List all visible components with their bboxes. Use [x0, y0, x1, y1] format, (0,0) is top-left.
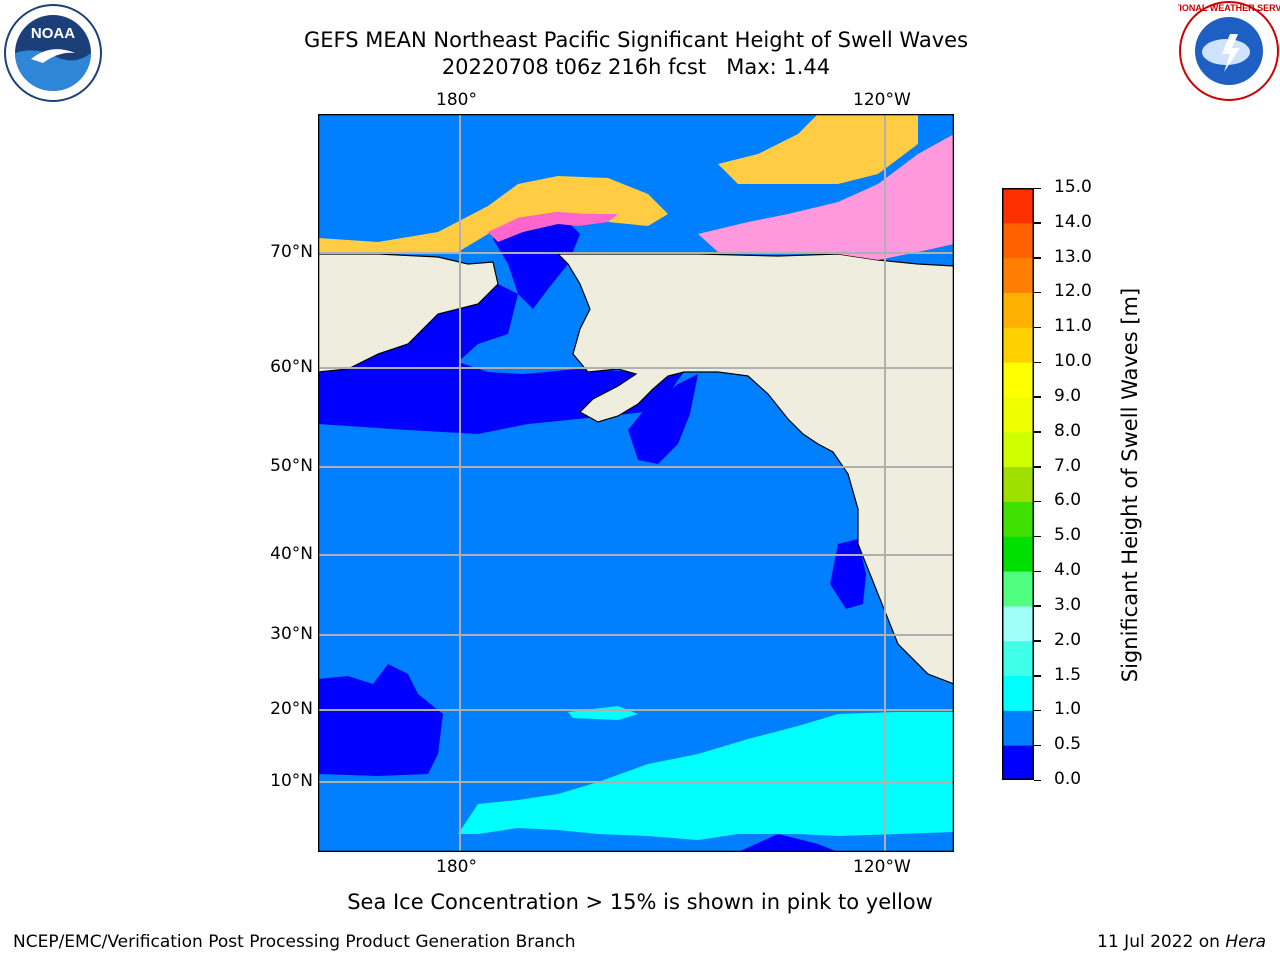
colorbar-tick-mark — [1034, 326, 1041, 329]
colorbar-label: Significant Height of Swell Waves [m] — [1118, 287, 1142, 683]
map-panel — [318, 114, 954, 852]
colorbar-tick-label: 3.0 — [1054, 594, 1082, 615]
colorbar-tick-mark — [1034, 640, 1041, 642]
sea-ice-caption: Sea Ice Concentration > 15% is shown in … — [347, 890, 933, 914]
lat-label-70n: 70°N — [270, 242, 313, 262]
ocean-low-north — [318, 284, 684, 434]
colorbar — [1002, 188, 1034, 780]
footer-credit: NCEP/EMC/Verification Post Processing Pr… — [13, 932, 576, 952]
colorbar-tick-label: 1.0 — [1054, 699, 1082, 720]
noaa-logo: NOAA — [4, 4, 102, 102]
nws-logo: NATIONAL WEATHER SERVICE — [1178, 1, 1280, 101]
colorbar-tick-label: 4.0 — [1054, 560, 1082, 581]
colorbar-segment — [1002, 431, 1034, 468]
land-alaska-canada — [556, 253, 954, 685]
colorbar-tick-label: 13.0 — [1054, 246, 1092, 267]
map-title-line-1: GEFS MEAN Northeast Pacific Significant … — [303, 28, 969, 52]
sea-ice-arctic-north — [718, 114, 918, 184]
colorbar-tick-mark — [1034, 500, 1041, 503]
colorbar-tick-mark — [1034, 570, 1041, 573]
colorbar-tick-mark — [1034, 257, 1041, 259]
ocean-low-california — [830, 539, 866, 609]
colorbar-tick-label: 15.0 — [1054, 177, 1092, 197]
colorbar-tick-mark — [1034, 709, 1041, 712]
map-border — [318, 114, 954, 852]
colorbar-tick-mark — [1034, 605, 1041, 607]
colorbar-tick-mark — [1034, 187, 1041, 189]
lat-label-10n: 10°N — [270, 771, 313, 791]
colorbar-border — [1002, 188, 1034, 780]
lon-label-bottom-180: 180° — [436, 857, 477, 877]
colorbar-segment — [1002, 292, 1034, 328]
colorbar-segment — [1002, 188, 1034, 224]
noaa-logo-text: NOAA — [31, 25, 75, 42]
nws-logo-text: NATIONAL WEATHER SERVICE — [1178, 3, 1280, 13]
colorbar-segment — [1002, 501, 1034, 537]
lat-label-60n: 60°N — [270, 357, 313, 377]
colorbar-segment — [1002, 362, 1034, 398]
colorbar-tick-label: 0.0 — [1054, 769, 1082, 789]
colorbar-segment — [1002, 710, 1034, 746]
footer-date-text: 11 Jul 2022 on — [1097, 932, 1226, 952]
colorbar-segment — [1002, 605, 1034, 642]
colorbar-tick-label: 11.0 — [1054, 316, 1092, 337]
lat-label-40n: 40°N — [270, 544, 313, 564]
graticule — [318, 114, 954, 852]
colorbar-segment — [1002, 327, 1034, 363]
colorbar-tick-mark — [1034, 291, 1041, 294]
footer-host: Hera — [1225, 932, 1266, 952]
colorbar-tick-mark — [1034, 779, 1041, 781]
colorbar-segment — [1002, 745, 1034, 780]
lat-label-20n: 20°N — [270, 699, 313, 719]
colorbar-tick-mark — [1034, 675, 1041, 677]
colorbar-tick-mark — [1034, 222, 1041, 224]
colorbar-tick-mark — [1034, 396, 1041, 398]
colorbar-tick-mark — [1034, 466, 1041, 468]
sea-ice-arctic-pink — [488, 212, 618, 242]
footer-date: 11 Jul 2022 on Hera — [1097, 932, 1266, 952]
colorbar-tick-label: 14.0 — [1054, 211, 1092, 232]
colorbar-tick-label: 7.0 — [1054, 455, 1082, 476]
colorbar-segment — [1002, 536, 1034, 572]
colorbar-tick-mark — [1034, 535, 1041, 538]
colorbar-tick-label: 0.5 — [1054, 734, 1082, 755]
colorbar-tick-label: 1.5 — [1054, 664, 1082, 685]
colorbar-tick-label: 6.0 — [1054, 490, 1082, 511]
colorbar-tick-label: 10.0 — [1054, 351, 1092, 372]
map-title-line-2: 20220708 t06z 216h fcst Max: 1.44 — [441, 55, 831, 79]
sea-ice-arctic-west — [318, 176, 668, 254]
colorbar-segment — [1002, 571, 1034, 607]
ocean-high-south — [458, 712, 954, 840]
lon-label-top-120w: 120°W — [853, 90, 911, 110]
lon-label-top-180: 180° — [436, 90, 477, 110]
land-siberia — [318, 253, 499, 373]
colorbar-segment — [1002, 640, 1034, 677]
colorbar-tick-label: 5.0 — [1054, 525, 1082, 546]
colorbar-segment — [1002, 466, 1034, 502]
colorbar-tick-mark — [1034, 744, 1041, 747]
colorbar-tick-label: 8.0 — [1054, 420, 1082, 441]
lat-label-50n: 50°N — [270, 456, 313, 476]
colorbar-tick-label: 12.0 — [1054, 281, 1092, 302]
ocean-low-bottom — [738, 834, 838, 852]
colorbar-segment — [1002, 675, 1034, 711]
lon-label-bottom-120w: 120°W — [853, 857, 911, 877]
ocean-low-gulf — [628, 374, 698, 464]
colorbar-tick-mark — [1034, 361, 1041, 364]
ocean-low-bering — [493, 212, 580, 309]
lat-label-30n: 30°N — [270, 624, 313, 644]
colorbar-tick-mark — [1034, 431, 1041, 433]
colorbar-tick-label: 9.0 — [1054, 385, 1082, 406]
ocean-low-southwest — [318, 664, 443, 776]
colorbar-segment — [1002, 396, 1034, 433]
colorbar-segment — [1002, 257, 1034, 293]
colorbar-segment — [1002, 222, 1034, 259]
sea-ice-arctic-east — [698, 134, 954, 260]
colorbar-tick-label: 2.0 — [1054, 629, 1082, 650]
